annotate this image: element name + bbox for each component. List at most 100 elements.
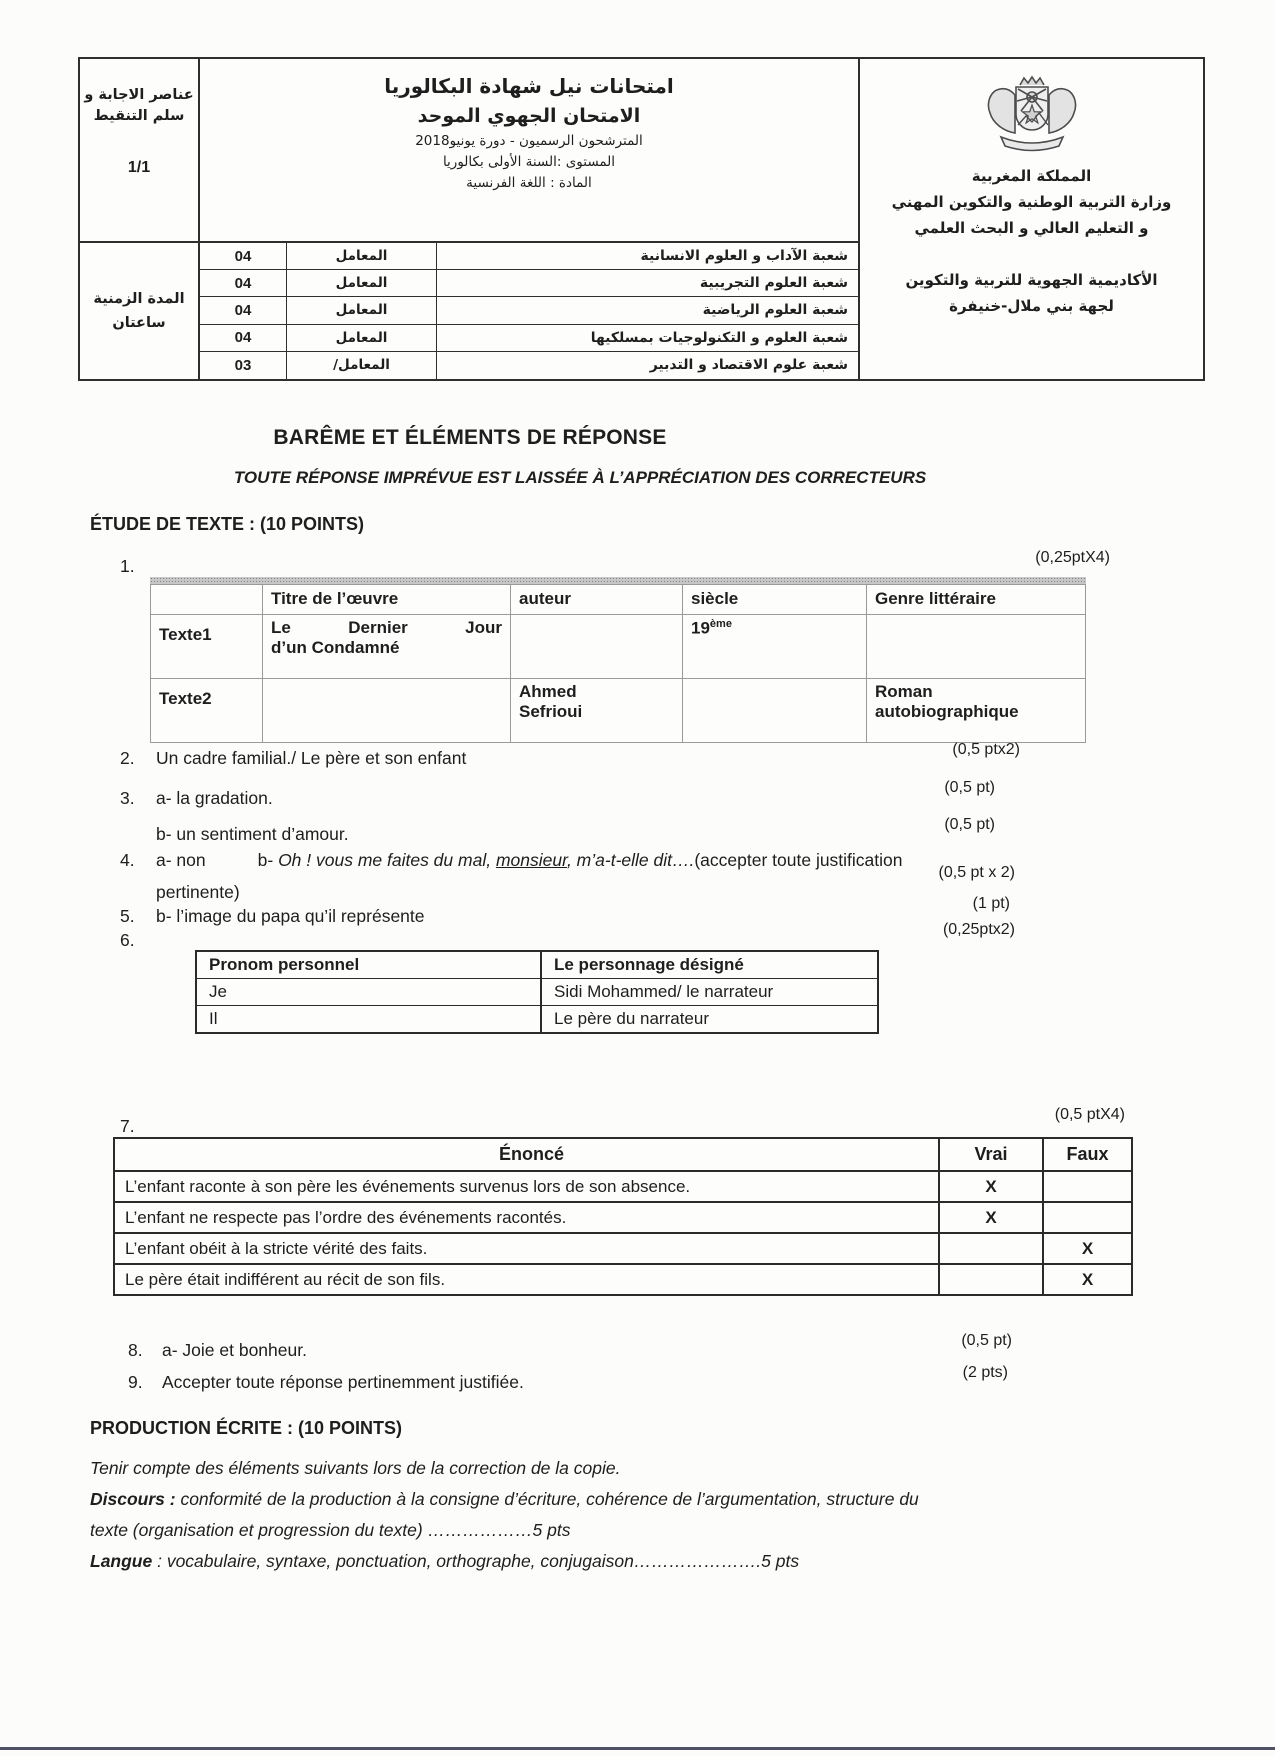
q1-table-grid: Titre de l’œuvre auteur siècle Genre lit… <box>150 584 1086 743</box>
branch-row-1: 04 المعامل شعبة الآداب و العلوم الانساني… <box>200 243 858 271</box>
header-center-column: امتحانات نيل شهادة البكالوريا الامتحان ا… <box>200 59 860 379</box>
q1-row1-label: Texte1 <box>151 614 263 678</box>
q9-number: 9. <box>128 1372 143 1392</box>
q3a-points: (0,5 pt) <box>944 779 995 796</box>
q1-row1-titre-line1: Le Dernier Jour <box>271 618 502 637</box>
branch-2-name: شعبة العلوم التجريبية <box>699 275 848 292</box>
q3-number: 3. <box>120 788 135 808</box>
scan-edge-artifact <box>0 1747 1275 1750</box>
correctors-notice: TOUTE RÉPONSE IMPRÉVUE EST LAISSÉE À L’A… <box>233 468 927 487</box>
q2-answer: Un cadre familial./ Le père et son enfan… <box>156 748 467 768</box>
header-left-column: عناصر الاجابة و سلم التنقيط 1/1 المدة ال… <box>80 59 200 379</box>
q4-part-a: a- non <box>156 850 206 870</box>
production-discours-line: Discours : conformité de la production à… <box>90 1489 1185 1510</box>
q7-header-row: Énoncé Vrai Faux <box>115 1139 1131 1170</box>
q7-row-1: L’enfant raconte à son père les événemen… <box>115 1170 1131 1201</box>
table-top-shaded-strip <box>150 577 1086 584</box>
q1-row1-siecle: 19ème <box>683 614 867 678</box>
moroccan-coat-of-arms-logo <box>987 75 1076 152</box>
q6-row2-personnage: Le père du narrateur <box>554 1009 709 1028</box>
branch-row-2: 04 المعامل شعبة العلوم التجريبية <box>200 270 858 298</box>
ministry-line1: وزارة التربية الوطنية والتكوين المهني <box>891 193 1172 211</box>
document-title: BARÊME ET ÉLÉMENTS DE RÉPONSE <box>273 426 667 449</box>
answer-elements-cell: عناصر الاجابة و سلم التنقيط 1/1 <box>80 59 198 243</box>
production-langue-line: Langue : vocabulaire, syntaxe, ponctuati… <box>90 1551 1185 1572</box>
q7-row1-vrai-mark: X <box>940 1172 1044 1201</box>
q1-row2-auteur: Ahmed Sefrioui <box>511 678 683 742</box>
duration-cell: المدة الزمنية ساعتان <box>80 243 198 379</box>
exam-title-line2: الامتحان الجهوي الموحد <box>417 105 641 127</box>
q7-points: (0,5 ptX4) <box>1054 1106 1125 1123</box>
q4-quote-underlined-word: monsieur <box>495 850 567 870</box>
q1-oeuvres-table: Titre de l’œuvre auteur siècle Genre lit… <box>150 577 1086 743</box>
exam-title-line1: امتحانات نيل شهادة البكالوريا <box>384 74 674 98</box>
q1-row2-genre-line1: Roman <box>875 682 933 701</box>
q6-header-personnage: Le personnage désigné <box>554 955 744 974</box>
q1-header-genre: Genre littéraire <box>867 584 1085 614</box>
q6-pronoun-table: Pronom personnel Le personnage désigné J… <box>195 950 879 1034</box>
q7-row4-faux-mark: X <box>1081 1269 1094 1289</box>
langue-label: Langue <box>90 1551 153 1571</box>
discours-criteria: conformité de la production à la consign… <box>175 1489 919 1509</box>
branch-4-coef: 04 <box>200 324 287 351</box>
branch-4-name: شعبة العلوم و التكنولوجيات بمسلكيها <box>590 329 848 346</box>
q6-header-row: Pronom personnel Le personnage désigné <box>197 952 877 978</box>
branch-row-4: 04 المعامل شعبة العلوم و التكنولوجيات بم… <box>200 324 858 352</box>
q7-row1-statement: L’enfant raconte à son père les événemen… <box>115 1172 940 1201</box>
q4-quote-start: Oh ! vous me faites du mal, <box>278 850 496 870</box>
q7-row1-faux-mark <box>1044 1172 1131 1201</box>
q1-row1-titre: Le Dernier Jour d’un Condamné <box>263 614 511 678</box>
exam-session-line: المترشحون الرسميون - دورة يونيو2018 <box>415 133 643 149</box>
q6-row1-pronom: Je <box>197 979 542 1005</box>
exam-level-line: المستوى :السنة الأولى بكالوريا <box>442 154 616 170</box>
branch-5-coef-label: المعامل/ <box>287 351 437 379</box>
branch-row-3: 04 المعامل شعبة العلوم الرياضية <box>200 297 858 325</box>
header-right-column: المملكة المغربية وزارة التربية الوطنية و… <box>860 59 1203 379</box>
q1-row2-auteur-line1: Ahmed <box>519 682 577 701</box>
q1-row1-genre-shaded <box>867 614 1085 678</box>
branch-5-name: شعبة علوم الاقتصاد و التدبير <box>649 357 848 374</box>
q7-number: 7. <box>120 1116 135 1136</box>
q5-points: (1 pt) <box>972 895 1010 912</box>
q1-header-titre: Titre de l’œuvre <box>263 584 511 614</box>
branch-2-coef: 04 <box>200 270 287 297</box>
q1-row1-titre-line2: d’un Condamné <box>271 638 400 657</box>
q7-header-vrai: Vrai <box>940 1139 1044 1170</box>
branch-5-coef: 03 <box>200 351 287 379</box>
duration-value: ساعتان <box>112 315 166 331</box>
section-etude-de-texte: ÉTUDE DE TEXTE : (10 POINTS) <box>90 514 365 534</box>
q2-number: 2. <box>120 748 135 768</box>
q7-row4-vrai-mark <box>940 1265 1044 1294</box>
kingdom-label: المملكة المغربية <box>971 167 1092 185</box>
q6-header-pronom: Pronom personnel <box>197 952 542 978</box>
q7-row-2: L’enfant ne respecte pas l’ordre des évé… <box>115 1201 1131 1232</box>
q8-points: (0,5 pt) <box>961 1332 1012 1349</box>
q7-row3-statement: L’enfant obéit à la stricte vérité des f… <box>115 1234 940 1263</box>
production-discours-line2: texte (organisation et progression du te… <box>90 1520 571 1540</box>
branch-1-coef-label: المعامل <box>287 243 437 270</box>
q3b-answer: b- un sentiment d’amour. <box>156 824 349 844</box>
q1-number: 1. <box>120 556 135 576</box>
q3b-points: (0,5 pt) <box>944 816 995 833</box>
q5-number: 5. <box>120 906 135 926</box>
spacer <box>860 241 1203 267</box>
q4-points: (0,5 pt x 2) <box>938 864 1015 881</box>
answer-elements-label-line2: سلم التنقيط <box>93 108 185 124</box>
answer-elements-label-line1: عناصر الاجابة و <box>84 87 194 103</box>
q7-row-3: L’enfant obéit à la stricte vérité des f… <box>115 1232 1131 1263</box>
q7-row3-faux-mark: X <box>1081 1238 1094 1258</box>
q4-quote-end: , m’a-t-elle dit…. <box>566 850 695 870</box>
langue-criteria: : vocabulaire, syntaxe, ponctuation, ort… <box>152 1551 800 1571</box>
academy-line2: لجهة بني ملال-خنيفرة <box>949 297 1114 315</box>
q8-answer: a- Joie et bonheur. <box>162 1340 307 1360</box>
q6-row-je: Je Sidi Mohammed/ le narrateur <box>197 978 877 1005</box>
production-intro: Tenir compte des éléments suivants lors … <box>90 1458 621 1478</box>
q7-vrai-faux-table: Énoncé Vrai Faux L’enfant raconte à son … <box>113 1137 1133 1296</box>
q4-answer: a- non b- Oh ! vous me faites du mal, mon… <box>156 850 1186 871</box>
q1-row2-label: Texte2 <box>151 678 263 742</box>
q6-row-il: Il Le père du narrateur <box>197 1005 877 1032</box>
q1-header-auteur: auteur <box>511 584 683 614</box>
ministry-line2: و التعليم العالي و البحث العلمي <box>914 219 1149 237</box>
siecle-value: 19 <box>691 618 710 638</box>
